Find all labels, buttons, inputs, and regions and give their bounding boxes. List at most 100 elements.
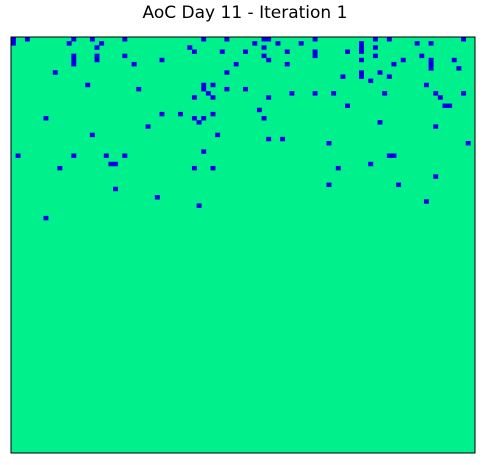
- heatmap-cell: [275, 41, 281, 46]
- heatmap-cell: [359, 70, 364, 75]
- heatmap-cell: [71, 53, 77, 59]
- heatmap-cell: [191, 49, 197, 54]
- heatmap-cell: [433, 174, 439, 179]
- heatmap-cell: [331, 91, 337, 96]
- heatmap-cell: [368, 161, 374, 167]
- heatmap-cell: [159, 57, 165, 63]
- heatmap-cell: [284, 49, 290, 54]
- heatmap-cell: [312, 37, 318, 42]
- heatmap-cell: [280, 136, 286, 142]
- heatmap-cell: [451, 57, 457, 63]
- heatmap-cell: [103, 153, 109, 158]
- heatmap-cell: [66, 41, 72, 46]
- heatmap-cell: [359, 57, 364, 63]
- heatmap-cell: [210, 111, 216, 117]
- heatmap-cell: [215, 132, 221, 138]
- heatmap-cell: [201, 86, 207, 92]
- heatmap-cell: [326, 141, 332, 146]
- heatmap-cell: [465, 141, 471, 146]
- heatmap-cell: [89, 37, 95, 42]
- heatmap-cell: [442, 103, 448, 109]
- heatmap-cell: [289, 91, 295, 96]
- heatmap-cell: [210, 82, 216, 88]
- heatmap-cell: [461, 37, 467, 42]
- heatmap-cell: [243, 49, 248, 54]
- heatmap-cell: [233, 61, 239, 67]
- heatmap-cell: [224, 37, 230, 42]
- heatmap-cell: [196, 203, 202, 208]
- heatmap-cell: [261, 116, 267, 121]
- heatmap-cell: [298, 41, 304, 46]
- heatmap-cell: [113, 186, 119, 192]
- heatmap-cell: [414, 41, 420, 46]
- heatmap-cell: [11, 41, 16, 46]
- heatmap-cell: [391, 61, 397, 67]
- heatmap-cell: [428, 57, 434, 63]
- heatmap-cell: [377, 70, 383, 75]
- heatmap-cell: [94, 45, 100, 50]
- heatmap-cell: [136, 86, 142, 92]
- heatmap-background: [11, 37, 475, 453]
- heatmap-cell: [224, 86, 230, 92]
- chart-title: AoC Day 11 - Iteration 1: [142, 3, 348, 23]
- heatmap-cell: [52, 70, 58, 75]
- heatmap-cell: [210, 95, 216, 100]
- heatmap-cell: [261, 37, 267, 42]
- heatmap-cell: [122, 37, 128, 42]
- heatmap-cell: [154, 195, 160, 200]
- heatmap-cell: [243, 86, 248, 92]
- heatmap-cell: [145, 124, 151, 129]
- heatmap-cell: [178, 111, 183, 117]
- heatmap-cell: [266, 37, 272, 42]
- heatmap-cell: [71, 61, 77, 67]
- heatmap-cell: [391, 153, 397, 158]
- heatmap-cell: [15, 153, 21, 158]
- heatmap-cell: [191, 95, 197, 100]
- heatmap-cell: [266, 136, 272, 142]
- heatmap-cell: [256, 107, 262, 113]
- heatmap-cell: [43, 215, 49, 221]
- heatmap-cell: [456, 66, 462, 71]
- heatmap-cell: [261, 45, 267, 50]
- heatmap-cell: [210, 165, 216, 171]
- heatmap-cell: [345, 103, 351, 109]
- heatmap-cell: [386, 153, 392, 158]
- heatmap-cell: [372, 37, 378, 42]
- heatmap-cell: [423, 82, 429, 88]
- heatmap-cell: [386, 37, 392, 42]
- heatmap-cell: [266, 95, 272, 100]
- heatmap-cell: [437, 95, 443, 100]
- heatmap-cell: [312, 53, 318, 59]
- heatmap-cell: [187, 45, 193, 50]
- heatmap-cell: [113, 161, 119, 167]
- heatmap-cell: [345, 49, 351, 54]
- heatmap-cell: [122, 53, 128, 59]
- heatmap-cell: [359, 49, 364, 54]
- heatmap-cell: [89, 132, 95, 138]
- heatmap-cell: [131, 61, 137, 67]
- heatmap-cell: [312, 49, 318, 54]
- heatmap-cell: [71, 37, 77, 42]
- heatmap-cell: [196, 120, 202, 125]
- heatmap-cell: [400, 57, 406, 63]
- heatmap-cell: [201, 149, 207, 154]
- heatmap-cell: [219, 49, 225, 54]
- heatmap-cell: [372, 45, 378, 50]
- heatmap-cell: [191, 165, 197, 171]
- heatmap-cell: [335, 165, 341, 171]
- heatmap-cell: [94, 57, 100, 63]
- heatmap-cell: [224, 70, 230, 75]
- heatmap-cell: [71, 153, 77, 158]
- heatmap-cell: [428, 66, 434, 71]
- heatmap-cell: [326, 182, 332, 188]
- heatmap-cell: [372, 53, 378, 59]
- heatmap-cell: [428, 41, 434, 46]
- heatmap-cell: [261, 53, 267, 59]
- heatmap-cell: [423, 199, 429, 204]
- heatmap-cell: [312, 91, 318, 96]
- heatmap-cell: [252, 41, 258, 46]
- heatmap-cell: [201, 116, 207, 121]
- heatmap-cell: [57, 165, 63, 171]
- heatmap-cell: [396, 182, 402, 188]
